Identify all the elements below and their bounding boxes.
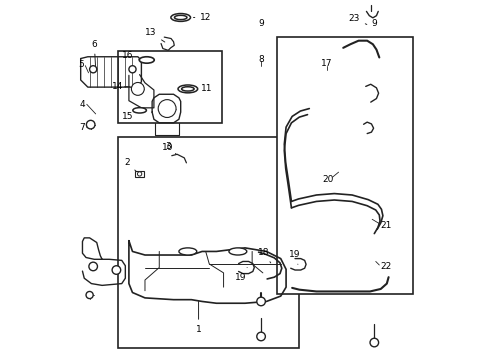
- Ellipse shape: [133, 108, 147, 113]
- Ellipse shape: [174, 15, 187, 19]
- Bar: [135, 171, 144, 177]
- Text: 10: 10: [162, 143, 173, 152]
- Text: 5: 5: [78, 60, 84, 69]
- Text: 6: 6: [91, 40, 97, 66]
- Circle shape: [257, 297, 266, 306]
- Text: 16: 16: [122, 51, 141, 60]
- Circle shape: [138, 172, 142, 176]
- Bar: [277, 37, 413, 294]
- Ellipse shape: [178, 85, 197, 93]
- Circle shape: [90, 66, 97, 73]
- Text: 4: 4: [80, 100, 86, 109]
- Circle shape: [158, 100, 176, 117]
- Circle shape: [370, 338, 379, 347]
- Text: 12: 12: [194, 13, 212, 22]
- Text: 13: 13: [145, 28, 165, 42]
- Ellipse shape: [139, 57, 154, 63]
- Text: 20: 20: [322, 175, 334, 184]
- Ellipse shape: [171, 14, 191, 21]
- Text: 19: 19: [289, 250, 300, 264]
- Text: 17: 17: [321, 59, 333, 68]
- Text: 3: 3: [165, 141, 176, 154]
- Text: 23: 23: [349, 14, 367, 24]
- Ellipse shape: [229, 248, 247, 255]
- Text: 1: 1: [196, 301, 201, 334]
- Text: 18: 18: [258, 248, 270, 263]
- Ellipse shape: [182, 87, 194, 91]
- Text: 19: 19: [235, 267, 247, 282]
- Text: 14: 14: [111, 82, 123, 91]
- Text: 21: 21: [380, 221, 392, 230]
- Circle shape: [89, 262, 98, 271]
- Circle shape: [86, 292, 93, 298]
- Bar: [118, 137, 298, 348]
- Circle shape: [86, 120, 95, 129]
- Circle shape: [131, 82, 144, 95]
- Circle shape: [257, 332, 266, 341]
- Text: 9: 9: [371, 19, 377, 28]
- Bar: [118, 51, 222, 123]
- Text: 22: 22: [380, 262, 392, 271]
- Text: 2: 2: [124, 158, 137, 172]
- Circle shape: [129, 66, 136, 73]
- Circle shape: [112, 266, 121, 274]
- Text: 7: 7: [79, 123, 85, 132]
- Ellipse shape: [179, 248, 197, 255]
- Text: 11: 11: [183, 84, 213, 93]
- Text: 15: 15: [122, 110, 140, 121]
- Text: 8: 8: [258, 55, 264, 64]
- Text: 9: 9: [258, 19, 264, 28]
